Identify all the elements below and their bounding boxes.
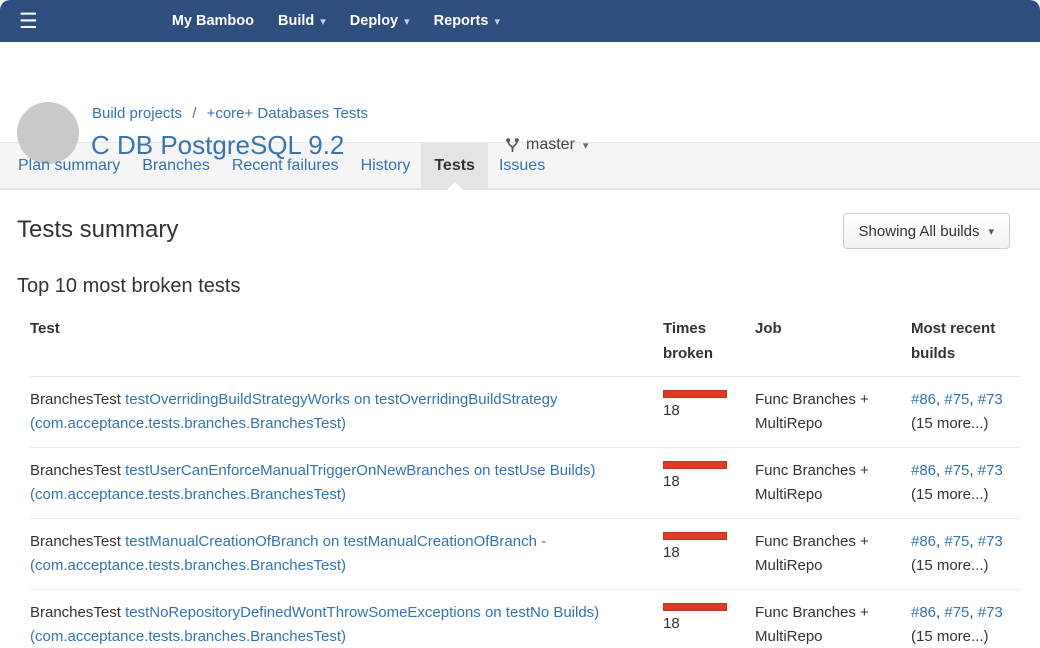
separator: ,	[969, 533, 978, 550]
test-link[interactable]: testUserCanEnforceManualTriggerOnNewBran…	[30, 462, 596, 503]
more-builds-label: (15 more...)	[911, 557, 989, 574]
separator: ,	[969, 604, 978, 621]
column-header-times-broken: Times broken	[663, 302, 755, 377]
table-row: BranchesTest testNoRepositoryDefinedWont…	[30, 590, 1020, 648]
table-row: BranchesTest testUserCanEnforceManualTri…	[30, 447, 1020, 519]
build-link[interactable]: #73	[977, 604, 1003, 621]
test-class-prefix: BranchesTest	[30, 533, 121, 550]
times-broken-bar	[663, 390, 727, 398]
times-broken-count: 18	[663, 544, 680, 561]
showing-builds-label: Showing All builds	[858, 222, 980, 240]
breadcrumb-separator: /	[192, 105, 197, 122]
build-link[interactable]: #75	[944, 391, 970, 408]
test-link[interactable]: testManualCreationOfBranch on testManual…	[30, 533, 547, 574]
tests-summary-heading: Tests summary	[17, 216, 179, 243]
times-broken-count: 18	[663, 473, 680, 490]
build-link[interactable]: #75	[944, 462, 970, 479]
nav-item-label: My Bamboo	[171, 13, 254, 29]
separator: ,	[936, 462, 945, 479]
nav-item-reports[interactable]: Reports ▾	[422, 13, 512, 29]
separator: ,	[969, 462, 978, 479]
more-builds-label: (15 more...)	[911, 486, 989, 503]
tab-plan-summary[interactable]: Plan summary	[18, 156, 121, 174]
job-name: Func Branches + MultiRepo	[755, 604, 869, 645]
separator: ,	[936, 533, 945, 550]
build-link[interactable]: #73	[977, 533, 1003, 550]
table-row: BranchesTest testOverridingBuildStrategy…	[30, 376, 1020, 448]
plan-tabbar: Plan summary Branches Recent failures Hi…	[0, 142, 1040, 190]
showing-builds-dropdown[interactable]: Showing All builds ▾	[842, 213, 1010, 249]
times-broken-count: 18	[663, 615, 680, 632]
broken-tests-table: Test Times broken Job Most recent builds…	[30, 302, 1020, 648]
page-title: C DB PostgreSQL 9.2	[91, 130, 345, 160]
plan-header: Build projects / +core+ Databases Tests …	[0, 42, 1040, 164]
main-content: Tests summary Showing All builds ▾ Top 1…	[0, 213, 1040, 648]
tab-issues[interactable]: Issues	[498, 156, 546, 174]
job-name: Func Branches + MultiRepo	[755, 391, 869, 432]
tab-history[interactable]: History	[360, 156, 411, 174]
build-link[interactable]: #86	[911, 462, 937, 479]
build-link[interactable]: #73	[977, 462, 1003, 479]
times-broken-count: 18	[663, 402, 680, 419]
nav-item-label: Reports	[433, 13, 489, 29]
top-navbar: ☰ My Bamboo Build ▾ Deploy ▾ Reports ▾	[0, 0, 1040, 42]
nav-item-deploy[interactable]: Deploy ▾	[338, 13, 422, 29]
table-header-row: Test Times broken Job Most recent builds	[30, 302, 1020, 377]
breadcrumb-link-build-projects[interactable]: Build projects	[92, 105, 183, 122]
tab-tests[interactable]: Tests	[421, 143, 488, 188]
times-broken-bar	[663, 603, 727, 611]
chevron-down-icon: ▾	[404, 15, 410, 28]
job-name: Func Branches + MultiRepo	[755, 533, 869, 574]
job-name: Func Branches + MultiRepo	[755, 462, 869, 503]
separator: ,	[936, 604, 945, 621]
column-header-job: Job	[755, 302, 911, 377]
build-link[interactable]: #75	[944, 604, 970, 621]
test-class-prefix: BranchesTest	[30, 604, 121, 621]
chevron-down-icon: ▾	[320, 15, 326, 28]
test-class-prefix: BranchesTest	[30, 391, 121, 408]
times-broken-bar	[663, 461, 727, 469]
more-builds-label: (15 more...)	[911, 415, 989, 432]
build-link[interactable]: #75	[944, 533, 970, 550]
chevron-down-icon: ▾	[494, 15, 500, 28]
separator: ,	[936, 391, 945, 408]
branch-selector[interactable]: master ▾	[505, 136, 588, 154]
avatar	[17, 102, 79, 164]
breadcrumb: Build projects / +core+ Databases Tests	[92, 105, 368, 122]
table-row: BranchesTest testManualCreationOfBranch …	[30, 518, 1020, 590]
breadcrumb-link-project[interactable]: +core+ Databases Tests	[206, 105, 369, 122]
nav-item-label: Build	[278, 13, 315, 29]
test-class-prefix: BranchesTest	[30, 462, 121, 479]
build-link[interactable]: #86	[911, 533, 937, 550]
build-link[interactable]: #86	[911, 604, 937, 621]
build-link[interactable]: #86	[911, 391, 937, 408]
nav-item-build[interactable]: Build ▾	[266, 13, 338, 29]
separator: ,	[969, 391, 978, 408]
test-link[interactable]: testOverridingBuildStrategyWorks on test…	[30, 391, 558, 432]
times-broken-bar	[663, 532, 727, 540]
tab-recent-failures[interactable]: Recent failures	[231, 156, 339, 174]
column-header-test: Test	[30, 302, 663, 377]
top-broken-tests-heading: Top 10 most broken tests	[17, 275, 241, 297]
hamburger-menu-icon[interactable]: ☰	[19, 9, 38, 33]
branch-icon	[506, 137, 519, 152]
build-link[interactable]: #73	[977, 391, 1003, 408]
nav-item-label: Deploy	[349, 13, 399, 29]
chevron-down-icon: ▾	[988, 225, 994, 238]
chevron-down-icon: ▾	[582, 139, 589, 152]
nav-menu: My Bamboo Build ▾ Deploy ▾ Reports ▾	[160, 13, 512, 29]
more-builds-label: (15 more...)	[911, 628, 989, 645]
nav-item-my-bamboo[interactable]: My Bamboo	[160, 13, 266, 29]
branch-name: master	[526, 136, 575, 153]
tab-branches[interactable]: Branches	[142, 156, 210, 174]
column-header-most-recent-builds: Most recent builds	[911, 302, 1020, 377]
test-link[interactable]: testNoRepositoryDefinedWontThrowSomeExce…	[30, 604, 600, 645]
